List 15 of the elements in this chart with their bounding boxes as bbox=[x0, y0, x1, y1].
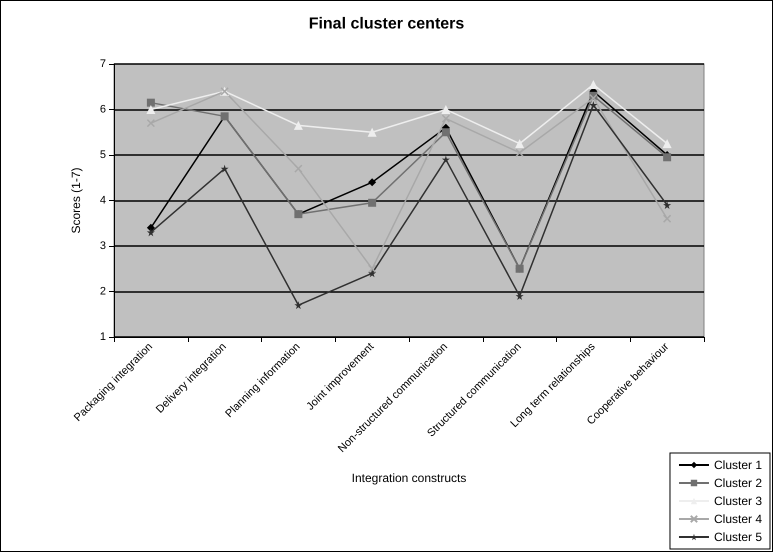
x-axis-title: Integration constructs bbox=[352, 471, 466, 485]
y-tick-label: 3 bbox=[100, 240, 106, 252]
legend-label: Cluster 4 bbox=[714, 512, 762, 526]
y-tick-label: 6 bbox=[100, 104, 106, 116]
y-tick-label: 1 bbox=[100, 331, 106, 343]
legend-label: Cluster 3 bbox=[714, 494, 762, 508]
y-tick-label: 4 bbox=[100, 194, 106, 206]
y-tick-label: 7 bbox=[100, 58, 106, 70]
chart-title: Final cluster centers bbox=[308, 16, 464, 32]
legend-label: Cluster 5 bbox=[714, 530, 762, 544]
y-axis-title: Scores (1-7) bbox=[69, 167, 83, 234]
legend-label: Cluster 1 bbox=[714, 458, 762, 472]
y-tick-label: 2 bbox=[100, 286, 106, 298]
y-tick-label: 5 bbox=[100, 149, 106, 161]
legend-label: Cluster 2 bbox=[714, 476, 762, 490]
